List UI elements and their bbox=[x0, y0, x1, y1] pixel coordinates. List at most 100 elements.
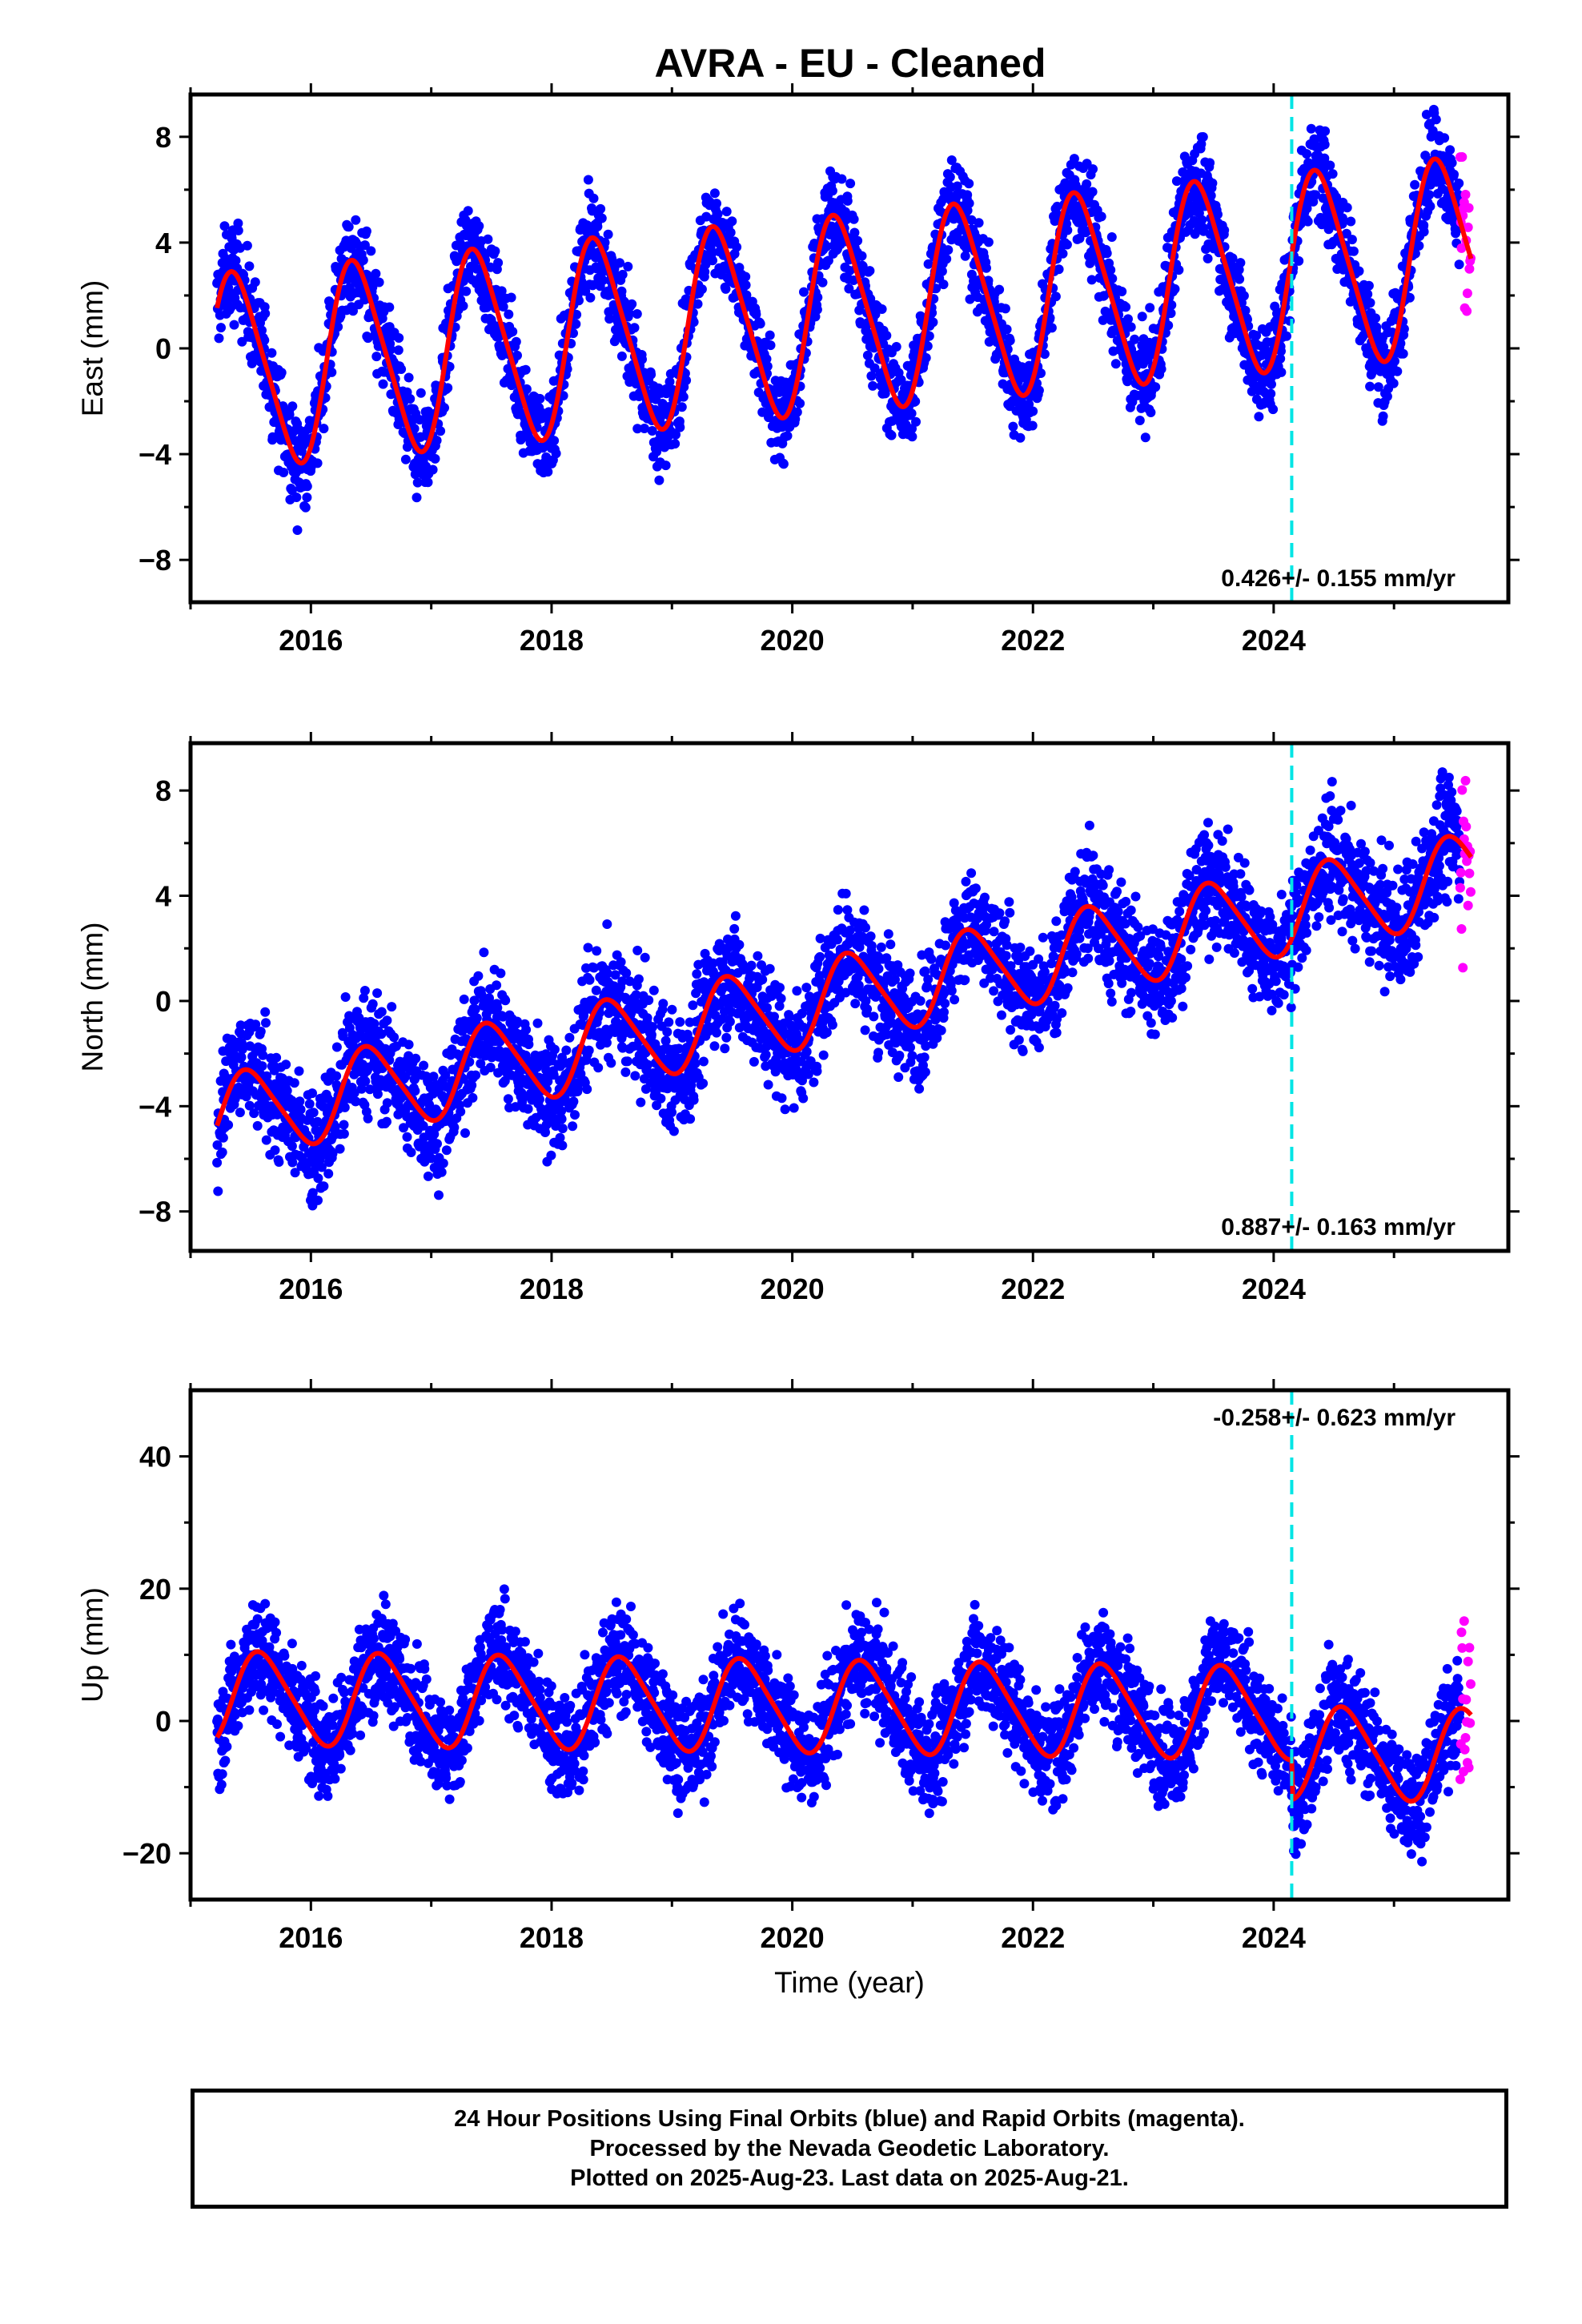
final-orbit-point bbox=[261, 1018, 271, 1028]
final-orbit-point bbox=[233, 225, 243, 235]
final-orbit-point bbox=[404, 1039, 414, 1050]
chart-title: AVRA - EU - Cleaned bbox=[655, 41, 1046, 86]
final-orbit-point bbox=[418, 1120, 428, 1131]
final-orbit-point bbox=[1371, 322, 1382, 332]
final-orbit-point bbox=[1137, 312, 1147, 322]
final-orbit-point bbox=[504, 309, 514, 320]
final-orbit-point bbox=[387, 1002, 397, 1012]
final-orbit-point bbox=[551, 448, 561, 459]
final-orbit-point bbox=[942, 254, 952, 264]
final-orbit-point bbox=[359, 240, 370, 251]
final-orbit-point bbox=[1235, 258, 1246, 268]
final-orbit-point bbox=[369, 1019, 379, 1029]
final-orbit-point bbox=[974, 218, 984, 228]
final-orbit-point bbox=[436, 426, 446, 436]
final-orbit-point bbox=[1102, 248, 1112, 259]
final-orbit-point bbox=[667, 1004, 677, 1015]
final-orbit-point bbox=[1240, 305, 1251, 316]
final-orbit-point bbox=[845, 179, 856, 189]
final-orbit-point bbox=[1206, 191, 1216, 201]
final-orbit-point bbox=[686, 1080, 697, 1091]
final-orbit-point bbox=[291, 493, 302, 502]
rapid-orbit-point bbox=[1456, 243, 1467, 253]
final-orbit-point bbox=[862, 350, 873, 360]
final-orbit-point bbox=[1449, 169, 1459, 179]
final-orbit-point bbox=[821, 241, 832, 251]
final-orbit-point bbox=[761, 354, 772, 364]
rapid-orbit-point bbox=[1462, 288, 1472, 299]
final-orbit-point bbox=[512, 350, 522, 360]
final-orbit-point bbox=[396, 364, 407, 374]
final-orbit-point bbox=[339, 1102, 350, 1112]
final-orbit-point bbox=[924, 331, 934, 341]
final-orbit-point bbox=[503, 1094, 513, 1104]
final-orbit-point bbox=[911, 416, 921, 427]
final-orbit-point bbox=[813, 292, 823, 303]
final-orbit-point bbox=[616, 957, 626, 967]
x-tick-label: 2018 bbox=[520, 624, 584, 657]
final-orbit-point bbox=[1454, 259, 1464, 270]
final-orbit-point bbox=[1140, 432, 1150, 443]
final-orbit-point bbox=[603, 229, 613, 239]
final-orbit-point bbox=[1390, 356, 1399, 366]
final-orbit-point bbox=[535, 1094, 544, 1104]
final-orbit-point bbox=[982, 263, 991, 273]
final-orbit-point bbox=[1431, 115, 1441, 125]
final-orbit-point bbox=[287, 1141, 297, 1152]
final-orbit-point bbox=[366, 246, 376, 256]
final-orbit-point bbox=[423, 477, 433, 488]
final-orbit-point bbox=[709, 1041, 720, 1051]
final-orbit-point bbox=[261, 1135, 271, 1145]
final-orbit-point bbox=[255, 1027, 266, 1036]
final-orbit-point bbox=[1363, 280, 1374, 291]
final-orbit-point bbox=[670, 439, 681, 449]
final-orbit-point bbox=[500, 1076, 510, 1086]
final-orbit-point bbox=[1096, 211, 1106, 222]
final-orbit-point bbox=[648, 1022, 658, 1032]
final-orbit-point bbox=[639, 424, 649, 433]
final-orbit-point bbox=[434, 1190, 444, 1200]
final-orbit-point bbox=[1198, 132, 1208, 142]
final-orbit-point bbox=[588, 963, 599, 973]
final-orbit-point bbox=[568, 1096, 579, 1107]
final-orbit-point bbox=[432, 436, 442, 445]
final-orbit-point bbox=[610, 970, 620, 980]
final-orbit-point bbox=[675, 1017, 685, 1027]
final-orbit-point bbox=[681, 376, 692, 385]
final-orbit-point bbox=[1046, 323, 1057, 333]
final-orbit-point bbox=[532, 1018, 543, 1028]
final-orbit-point bbox=[661, 460, 671, 471]
final-orbit-point bbox=[792, 407, 802, 417]
final-orbit-point bbox=[712, 199, 721, 209]
final-orbit-point bbox=[1122, 376, 1133, 387]
final-orbit-point bbox=[712, 1027, 721, 1038]
final-orbit-point bbox=[647, 426, 657, 436]
final-orbit-point bbox=[1439, 133, 1450, 143]
final-orbit-point bbox=[596, 268, 607, 279]
final-orbit-point bbox=[400, 1072, 411, 1082]
final-orbit-point bbox=[585, 292, 596, 303]
final-orbit-point bbox=[1311, 190, 1321, 200]
final-orbit-point bbox=[419, 1060, 429, 1071]
final-orbit-point bbox=[284, 409, 295, 420]
final-orbit-point bbox=[287, 1096, 297, 1106]
final-orbit-point bbox=[287, 401, 298, 412]
final-orbit-point bbox=[464, 1057, 475, 1067]
plot-area-2 bbox=[212, 743, 1476, 1251]
rapid-orbit-point bbox=[1464, 263, 1475, 274]
final-orbit-point bbox=[945, 172, 955, 182]
final-orbit-point bbox=[592, 221, 603, 231]
final-orbit-point bbox=[251, 1019, 261, 1030]
final-orbit-point bbox=[654, 475, 665, 485]
final-orbit-point bbox=[218, 1132, 228, 1143]
final-orbit-point bbox=[606, 1058, 616, 1068]
final-orbit-point bbox=[658, 999, 669, 1009]
final-orbit-point bbox=[675, 422, 685, 432]
final-orbit-point bbox=[1054, 264, 1064, 275]
final-orbit-point bbox=[1036, 368, 1046, 378]
final-orbit-point bbox=[827, 186, 837, 196]
final-orbit-point bbox=[588, 279, 598, 290]
final-orbit-point bbox=[616, 286, 627, 296]
final-orbit-point bbox=[648, 985, 659, 995]
